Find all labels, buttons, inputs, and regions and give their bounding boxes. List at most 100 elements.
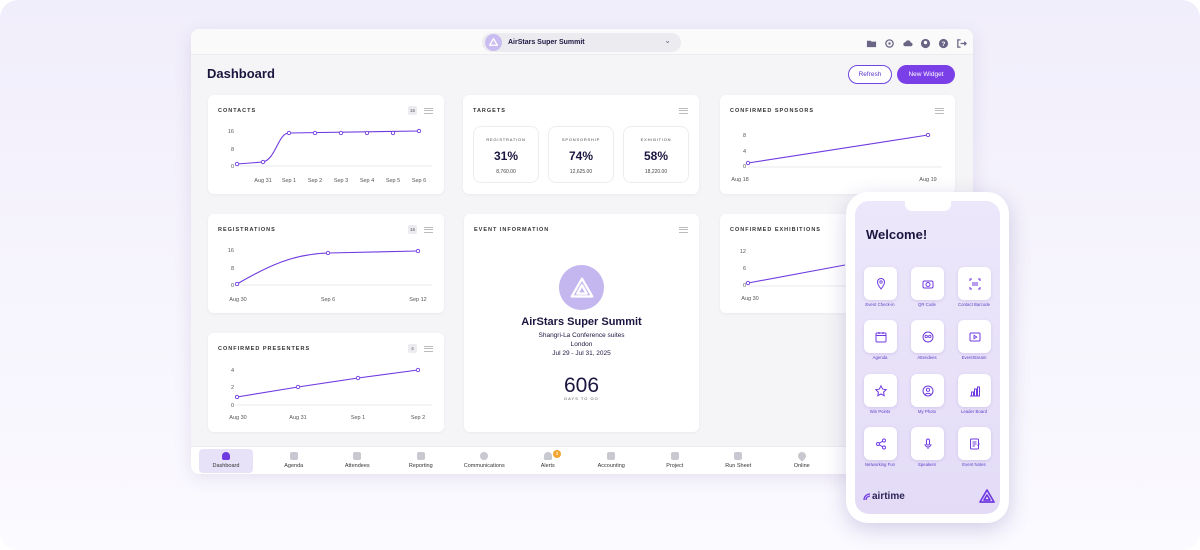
- event-venue: Shangri-La Conference suites: [538, 332, 625, 339]
- event-dates: Jul 29 - Jul 31, 2025: [552, 350, 611, 357]
- cloud-icon[interactable]: [902, 36, 913, 47]
- x-tick: Aug 19: [919, 177, 936, 183]
- nav-label: Communications: [463, 463, 505, 469]
- nav-run-sheet[interactable]: Run Sheet: [707, 449, 771, 473]
- data-point: [416, 128, 422, 134]
- tile-label: Event Notes: [962, 462, 986, 467]
- tile-event-notes[interactable]: [958, 427, 991, 460]
- tile-speakers[interactable]: [911, 427, 944, 460]
- user-icon[interactable]: [920, 36, 931, 49]
- nav-attendees[interactable]: Attendees: [326, 449, 390, 473]
- nav-alerts[interactable]: 3 Alerts: [516, 449, 580, 473]
- nav-online[interactable]: Online: [770, 449, 834, 473]
- count-chip[interactable]: 16: [408, 106, 418, 115]
- nav-reporting[interactable]: Reporting: [389, 449, 453, 473]
- help-icon[interactable]: ?: [938, 36, 949, 49]
- y-tick: 4: [231, 368, 234, 374]
- dashboard-window: AirStars Super Summit ⌄ ? Dashboard Refr…: [191, 29, 973, 474]
- nav-label: Run Sheet: [725, 463, 752, 469]
- data-point: [745, 280, 751, 286]
- menu-icon[interactable]: [424, 346, 433, 352]
- microphone-icon: [924, 438, 931, 449]
- welcome-title: Welcome!: [866, 227, 928, 242]
- menu-icon[interactable]: [679, 227, 688, 233]
- tile-leader-board[interactable]: [958, 374, 991, 407]
- x-tick: Aug 31: [254, 178, 271, 184]
- star-icon: [874, 384, 887, 397]
- y-tick: 0: [743, 164, 746, 170]
- x-tick: Sep 3: [334, 178, 348, 184]
- svg-text:?: ?: [942, 41, 946, 48]
- presenters-chart: 4 2 0 Aug 30 Aug 31 Sep 1 Sep 2: [229, 367, 432, 421]
- menu-icon[interactable]: [424, 227, 433, 233]
- chevron-down-icon[interactable]: ⌄: [664, 36, 671, 45]
- nav-communications[interactable]: Communications: [453, 449, 517, 473]
- phone-notch: [905, 201, 951, 211]
- y-tick: 8: [743, 133, 746, 139]
- y-tick: 16: [228, 129, 234, 135]
- target-label: EXHIBITION: [640, 137, 672, 142]
- y-tick: 8: [231, 266, 234, 272]
- sponsors-widget: CONFIRMED SPONSORS 8 4 0 Aug 18 Aug 19: [720, 95, 955, 194]
- tile-win-points[interactable]: [864, 374, 897, 407]
- data-point: [295, 384, 301, 390]
- event-selector-label: AirStars Super Summit: [508, 39, 585, 46]
- tile-attendees[interactable]: [911, 320, 944, 353]
- folder-icon[interactable]: [866, 36, 877, 48]
- tile-event-check-in[interactable]: [864, 267, 897, 300]
- logout-icon[interactable]: [956, 36, 967, 48]
- count-chip[interactable]: 16: [408, 225, 418, 234]
- menu-icon[interactable]: [424, 108, 433, 114]
- data-point: [260, 159, 266, 165]
- location-icon: [796, 450, 808, 462]
- refresh-button[interactable]: Refresh: [848, 65, 892, 84]
- count-chip[interactable]: 4: [408, 344, 417, 353]
- target-amount: 12,625.00: [569, 169, 593, 175]
- folder-icon: [670, 452, 679, 460]
- nav-dashboard[interactable]: Dashboard: [199, 449, 253, 473]
- event-information-widget: EVENT INFORMATION AirStars Super Summit …: [464, 214, 699, 432]
- new-widget-button[interactable]: New Widget: [897, 65, 955, 84]
- nav-agenda[interactable]: Agenda: [262, 449, 326, 473]
- targets-widget: TARGETS REGISTRATION 31% 8,760.00 SPONSO…: [463, 95, 699, 194]
- x-tick: Aug 30: [229, 415, 246, 421]
- nav-accounting[interactable]: Accounting: [580, 449, 644, 473]
- nav-label: Reporting: [408, 463, 433, 469]
- x-tick: Sep 6: [412, 178, 426, 184]
- target-percent: 74%: [568, 149, 594, 163]
- data-point: [234, 281, 240, 287]
- event-selector[interactable]: AirStars Super Summit ⌄: [482, 33, 681, 52]
- airstars-logo-icon: [979, 489, 995, 503]
- nav-project[interactable]: Project: [643, 449, 707, 473]
- tile-my-photo[interactable]: [911, 374, 944, 407]
- event-city: London: [570, 341, 593, 348]
- menu-icon[interactable]: [935, 108, 944, 114]
- target-icon[interactable]: [884, 36, 895, 48]
- y-tick: 6: [743, 266, 746, 272]
- tile-eventstream[interactable]: [958, 320, 991, 353]
- tile-label: Event Check-in: [865, 302, 895, 307]
- data-point: [355, 375, 361, 381]
- y-tick: 0: [743, 283, 746, 289]
- tile-contact-barcode[interactable]: [958, 267, 991, 300]
- calculator-icon: [607, 452, 616, 460]
- y-tick: 16: [228, 248, 234, 254]
- nav-label: Attendees: [344, 463, 370, 469]
- days-to-go-label: DAYS TO GO: [564, 396, 599, 401]
- x-tick: Sep 1: [351, 415, 365, 421]
- tile-label: Agenda: [872, 355, 888, 360]
- y-tick: 0: [231, 283, 234, 289]
- days-to-go-count: 606: [563, 374, 600, 397]
- target-registration: REGISTRATION 31% 8,760.00: [473, 126, 539, 183]
- target-amount: 18,220.00: [644, 169, 668, 175]
- sponsors-chart: 8 4 0 Aug 18 Aug 19: [731, 132, 942, 183]
- data-point: [364, 130, 370, 136]
- menu-icon[interactable]: [679, 108, 688, 114]
- tile-agenda[interactable]: [864, 320, 897, 353]
- target-label: REGISTRATION: [486, 137, 526, 142]
- x-tick: Sep 4: [360, 178, 374, 184]
- widget-title: TARGETS: [473, 108, 506, 114]
- tile-networking-fun[interactable]: [864, 427, 897, 460]
- tile-qr-code[interactable]: [911, 267, 944, 300]
- x-tick: Sep 5: [386, 178, 400, 184]
